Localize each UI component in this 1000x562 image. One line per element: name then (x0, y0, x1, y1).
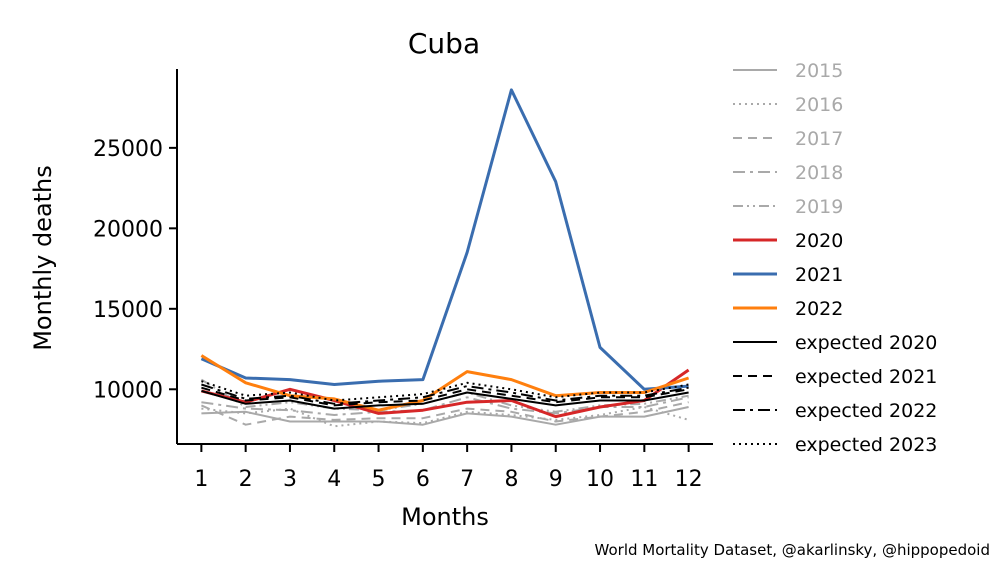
y-tick-label: 20000 (93, 217, 163, 242)
y-axis-label: Monthly deaths (29, 165, 57, 351)
x-axis-label: Months (401, 503, 489, 531)
legend-label: 2018 (795, 162, 843, 184)
y-tick-label: 10000 (93, 378, 163, 403)
legend-label: expected 2020 (795, 332, 937, 354)
legend-label: expected 2021 (795, 366, 937, 388)
legend-label: 2016 (795, 94, 843, 116)
x-tick-label: 10 (586, 467, 614, 492)
legend: 2015 2016 2017 2018 2019 2020 2021 2022 expected… (733, 60, 937, 456)
x-tick-label: 6 (416, 467, 430, 492)
chart-title: Cuba (408, 27, 480, 60)
credit-text: World Mortality Dataset, @akarlinsky, @h… (595, 541, 990, 559)
x-tick-label: 5 (372, 467, 386, 492)
x-tick-label: 9 (549, 467, 563, 492)
x-tick-label: 4 (327, 467, 341, 492)
x-tick-label: 12 (675, 467, 703, 492)
y-axis: 10000 15000 20000 25000 (93, 137, 177, 403)
series-line-2017 (201, 401, 689, 426)
series-line-expected-2021 (201, 386, 689, 407)
legend-label: 2021 (795, 264, 843, 286)
legend-label: 2022 (795, 298, 843, 320)
x-tick-label: 7 (460, 467, 474, 492)
series-line-2020 (201, 368, 690, 419)
x-tick-label: 11 (630, 467, 658, 492)
legend-label: 2020 (795, 230, 843, 252)
legend-label: expected 2022 (795, 400, 937, 422)
x-tick-label: 3 (283, 467, 297, 492)
series-line-2021 (200, 88, 689, 391)
series-line-2022 (200, 354, 690, 412)
series-line-expected-2020 (201, 389, 689, 410)
legend-label: 2019 (795, 196, 843, 218)
legend-label: 2015 (795, 60, 843, 82)
y-tick-label: 25000 (93, 137, 163, 162)
x-axis: 1 2 3 4 5 6 7 8 9 10 11 12 (194, 444, 703, 492)
x-tick-label: 2 (239, 467, 253, 492)
x-tick-label: 1 (194, 467, 208, 492)
plot-area (200, 88, 690, 428)
legend-label: expected 2023 (795, 434, 937, 456)
series-line-expected-2023 (201, 380, 689, 402)
series-line-expected-2022 (201, 383, 689, 405)
x-tick-label: 8 (504, 467, 518, 492)
y-tick-label: 15000 (93, 298, 163, 323)
legend-label: 2017 (795, 128, 843, 150)
